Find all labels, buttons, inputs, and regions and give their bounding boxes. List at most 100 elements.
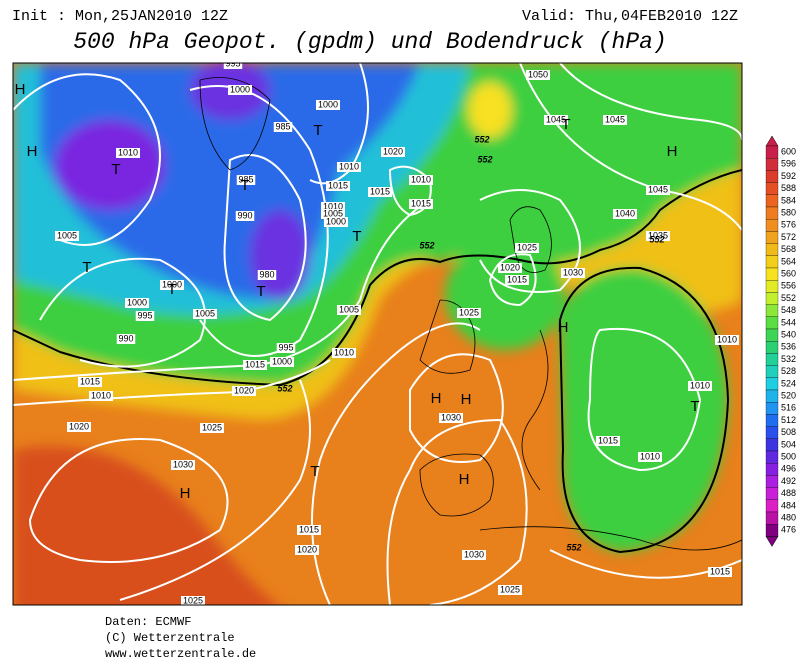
isobar-label: 1020 bbox=[383, 146, 403, 156]
label-bg bbox=[297, 525, 321, 535]
isobar-label: 1010 bbox=[640, 451, 660, 461]
colorbar-label: 576 bbox=[781, 220, 796, 230]
colorbar-cell bbox=[765, 219, 779, 232]
label-bg bbox=[498, 585, 522, 595]
isobar-label: 1030 bbox=[441, 412, 461, 422]
label-bg bbox=[316, 100, 340, 110]
map-area: 1050 1045 1045 1020 1010 1015 1015 1010 1015 1010… bbox=[13, 58, 742, 605]
isobar-label: 1015 bbox=[80, 376, 100, 386]
footer-line: www.wetterzentrale.de bbox=[105, 647, 256, 661]
label-bg bbox=[326, 181, 350, 191]
isobar-label: 1020 bbox=[500, 262, 520, 272]
colorbar-cell bbox=[765, 194, 779, 208]
pressure-center: H bbox=[180, 485, 191, 502]
colorbar-label: 560 bbox=[781, 268, 796, 278]
label-bg bbox=[321, 202, 345, 212]
isobar-label: 1005 bbox=[57, 230, 77, 240]
label-bg bbox=[200, 423, 224, 433]
label-bg bbox=[236, 175, 256, 185]
label-bg bbox=[276, 343, 296, 353]
isobar-label: 1005 bbox=[339, 304, 359, 314]
footer-line: (C) Wetterzentrale bbox=[105, 631, 235, 645]
isobar-label: 1020 bbox=[297, 544, 317, 554]
isobar-label: 1015 bbox=[299, 524, 319, 534]
label-bg bbox=[273, 122, 293, 132]
label-bg bbox=[561, 268, 585, 278]
colorbar-cell bbox=[765, 499, 779, 513]
label-bg bbox=[462, 550, 486, 560]
isobar-label: 1035 bbox=[648, 230, 668, 240]
isobar-label: 1010 bbox=[323, 201, 343, 211]
label-bg bbox=[708, 567, 732, 577]
label-bg bbox=[67, 422, 91, 432]
colorbar-label: 564 bbox=[781, 256, 796, 266]
colorbar-label: 556 bbox=[781, 281, 796, 291]
label-bg bbox=[596, 436, 620, 446]
pressure-center: H bbox=[461, 391, 472, 408]
isobar-label: 995 bbox=[225, 58, 240, 68]
isobar-label: 995 bbox=[278, 342, 293, 352]
isobar-label: 1025 bbox=[517, 242, 537, 252]
label-bg bbox=[228, 85, 252, 95]
colorbar: 600 596 592 588 584 580 576 572 568 564 560 556 552 5… bbox=[765, 135, 796, 547]
label-bg bbox=[409, 175, 433, 185]
isobar-label: 1045 bbox=[605, 114, 625, 124]
colorbar-cell bbox=[765, 389, 779, 403]
label-bg bbox=[613, 209, 637, 219]
colorbar-cell bbox=[765, 524, 779, 537]
colorbar-cell bbox=[765, 463, 779, 476]
label-bg bbox=[368, 187, 392, 197]
map-title: 500 hPa Geopot. (gpdm) und Bodendruck (h… bbox=[73, 29, 667, 55]
label-bg bbox=[235, 211, 255, 221]
isobar-label: 1020 bbox=[234, 385, 254, 395]
label-bg bbox=[135, 311, 155, 321]
colorbar-label: 504 bbox=[781, 439, 796, 449]
height-label: 552 bbox=[474, 134, 489, 144]
label-bg bbox=[243, 360, 267, 370]
pressure-center: T bbox=[256, 283, 265, 300]
pressure-center: H bbox=[27, 143, 38, 160]
colorbar-cell bbox=[765, 206, 779, 220]
colorbar-label: 592 bbox=[781, 171, 796, 181]
map-labels: 1050 1045 1045 1020 1010 1015 1015 1010 1015 1010… bbox=[15, 58, 739, 605]
isobar-label: 1010 bbox=[411, 174, 431, 184]
label-bg bbox=[181, 596, 205, 605]
isobar-label: 1045 bbox=[648, 184, 668, 194]
height-label: 552 bbox=[419, 240, 434, 250]
height-label: 552 bbox=[277, 383, 292, 393]
colorbar-label: 492 bbox=[781, 476, 796, 486]
colorbar-cell bbox=[765, 353, 779, 366]
colorbar-cell bbox=[765, 267, 779, 281]
colorbar-cell bbox=[765, 243, 779, 256]
isobar-label: 1050 bbox=[528, 69, 548, 79]
isobar-label: 1040 bbox=[615, 208, 635, 218]
label-bg bbox=[295, 545, 319, 555]
isobar-label: 1045 bbox=[546, 114, 566, 124]
pressure-center: T bbox=[310, 463, 319, 480]
label-bg bbox=[638, 452, 662, 462]
colorbar-cell bbox=[765, 170, 779, 183]
label-bg bbox=[324, 217, 348, 227]
colorbar-cell bbox=[765, 158, 779, 171]
isobar-label: 1030 bbox=[464, 549, 484, 559]
colorbar-cell bbox=[765, 487, 779, 500]
colorbar-label: 552 bbox=[781, 293, 796, 303]
colorbar-cell bbox=[765, 450, 779, 464]
label-bg bbox=[270, 357, 294, 367]
label-bg bbox=[193, 309, 217, 319]
pressure-center: T bbox=[561, 116, 570, 133]
isobars bbox=[13, 63, 742, 605]
pressure-center: T bbox=[240, 177, 249, 194]
colorbar-cap bbox=[765, 536, 779, 547]
colorbar-label: 500 bbox=[781, 451, 796, 461]
isobar-label: 990 bbox=[237, 210, 252, 220]
label-bg bbox=[332, 348, 356, 358]
isobar-label: 1025 bbox=[459, 307, 479, 317]
colorbar-cell bbox=[765, 280, 779, 293]
isobar-label: 985 bbox=[238, 174, 253, 184]
label-bg bbox=[116, 334, 136, 344]
colorbar-cell bbox=[765, 414, 779, 427]
colorbar-cell bbox=[765, 304, 779, 317]
label-bg bbox=[171, 460, 195, 470]
